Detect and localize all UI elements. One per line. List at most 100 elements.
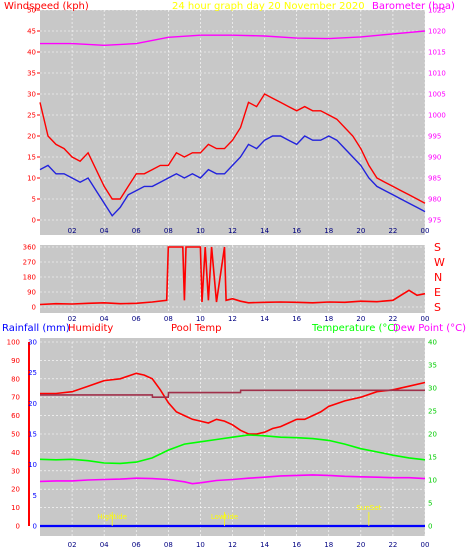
temperature-tick-label: 10 [428,477,437,485]
direction-tick-label: 90 [27,289,36,297]
direction-xtick-label: 14 [260,315,269,323]
humidity-tick-label: 90 [11,357,20,365]
barometer-tick-label: 985 [428,175,441,183]
wind-xtick-label: 12 [228,227,237,235]
humidity-tick-label: 0 [16,523,20,531]
direction-tick-label: 180 [23,274,36,282]
direction-xtick-label: 20 [356,315,365,323]
rainfall-tick-label: 0 [33,523,37,531]
rainfall-tick-label: 5 [33,492,37,500]
rainfall-tick-label: 30 [28,339,37,347]
wind-barometer-panel: 0510152025303540455097598098599099510001… [4,1,455,235]
series-humidity [40,372,426,435]
barometer-tick-label: 1010 [428,70,446,78]
wind-xtick-label: 00 [421,227,430,235]
windspeed-tick-label: 30 [27,91,36,99]
series-wind-direction [39,246,426,306]
humidity-legend: Humidity [68,323,113,334]
wind-grid [40,9,426,235]
humidity-tick-label: 20 [11,486,20,494]
rainfall-legend: Rainfall (mm) [2,323,70,334]
humidity-tick-label: 50 [11,431,20,439]
temp-xtick-label: 12 [228,541,237,549]
temperature-tick-label: 40 [428,339,437,347]
direction-xtick-label: 04 [100,315,109,323]
temperature-legend: Temperature (°C) [311,323,398,334]
compass-label: S [434,301,441,314]
temp-xtick-label: 16 [292,541,301,549]
windspeed-tick-label: 15 [27,154,36,162]
compass-label: E [434,286,441,299]
pool-temp-legend: Pool Temp [171,323,222,334]
windspeed-tick-label: 20 [27,133,36,141]
rainfall-tick-label: 20 [28,400,37,408]
barometer-axis-title: Barometer (hpa) [372,1,455,12]
temp-xtick-label: 08 [164,541,173,549]
direction-xtick-label: 06 [132,315,141,323]
windspeed-tick-label: 50 [27,7,36,15]
barometer-tick-label: 980 [428,196,441,204]
series-pool-temp [40,389,425,399]
temperature-tick-label: 30 [428,385,437,393]
temperature-tick-label: 20 [428,431,437,439]
humidity-tick-label: 30 [11,467,20,475]
rainfall-tick-label: 15 [28,431,37,439]
temp-xtick-label: 20 [356,541,365,549]
series-temperature [39,434,426,465]
barometer-tick-label: 1020 [428,28,446,36]
direction-tick-label: 0 [32,304,36,312]
direction-series-layer [39,246,426,306]
direction-xtick-label: 18 [324,315,333,323]
direction-tick-label: 270 [23,259,36,267]
barometer-tick-label: 1015 [428,49,446,57]
humidity-tick-label: 60 [11,412,20,420]
temp-xtick-label: 22 [388,541,397,549]
wind-xtick-label: 02 [68,227,77,235]
temp-xtick-label: 14 [260,541,269,549]
temperature-humidity-panel: 0102030405060708090100051015202530051015… [2,323,466,549]
annotation-label: Lowtide [211,513,238,521]
barometer-tick-label: 990 [428,154,441,162]
rainfall-tick-label: 25 [28,369,37,377]
wind-xtick-label: 20 [356,227,365,235]
windspeed-tick-label: 5 [32,196,36,204]
wind-xtick-label: 04 [100,227,109,235]
windspeed-tick-label: 45 [27,28,36,36]
compass-label: W [434,256,445,269]
series-wind-gust [39,93,426,204]
humidity-tick-label: 100 [7,339,20,347]
temperature-tick-label: 25 [428,408,437,416]
barometer-tick-label: 1005 [428,91,446,99]
barometer-tick-label: 975 [428,217,441,225]
windspeed-tick-label: 25 [27,112,36,120]
windspeed-tick-label: 10 [27,175,36,183]
windspeed-tick-label: 35 [27,70,36,78]
dew-point-legend: Dew Point (°C) [393,323,466,334]
wind-xtick-label: 06 [132,227,141,235]
wind-xtick-label: 08 [164,227,173,235]
wind-xtick-label: 22 [388,227,397,235]
temp-ticks: 0102030405060708090100051015202530051015… [7,339,437,550]
temp-xtick-label: 18 [324,541,333,549]
wind-ticks: 0510152025303540455097598098599099510001… [27,7,446,236]
humidity-tick-label: 80 [11,375,20,383]
windspeed-tick-label: 40 [27,49,36,57]
temp-xtick-label: 06 [132,541,141,549]
direction-xtick-label: 02 [68,315,77,323]
compass-label: S [434,241,441,254]
tide-annotations: Hightide Lowtide SunSet [97,504,382,526]
series-barometer [40,30,426,47]
temp-grid [40,341,426,536]
graph-title: 24 hour graph day 20 November 2020 [172,1,365,12]
temperature-tick-label: 15 [428,454,437,462]
wind-xtick-label: 16 [292,227,301,235]
temp-xtick-label: 04 [100,541,109,549]
compass-label: N [434,271,442,284]
annotation-label: Hightide [97,513,127,521]
direction-grid [40,245,426,313]
wind-xtick-label: 10 [196,227,205,235]
barometer-tick-label: 1000 [428,112,446,120]
